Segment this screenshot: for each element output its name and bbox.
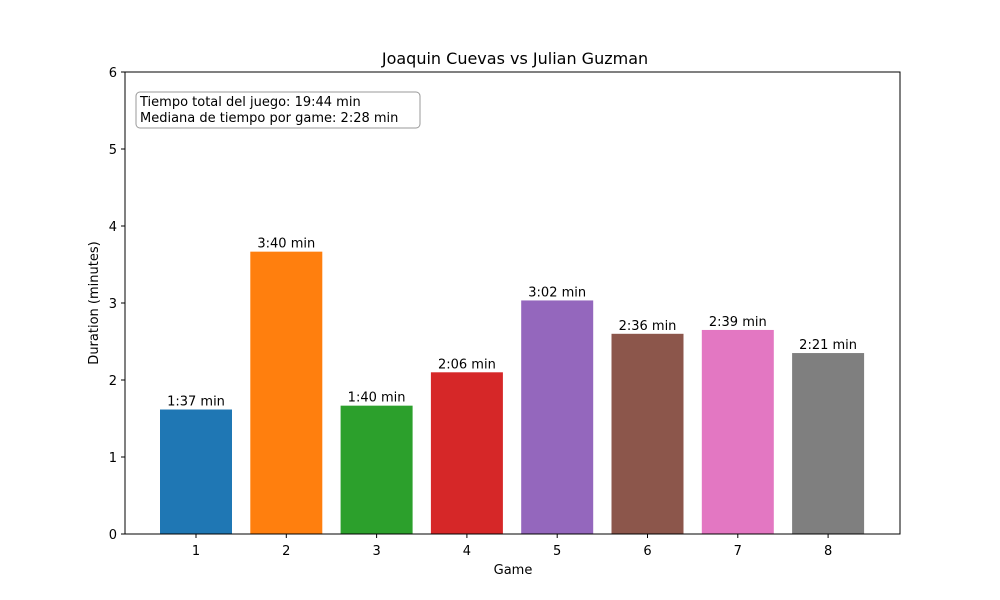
bar-labels-group: 1:37 min 3:40 min 1:40 min 2:06 min 3:02 min…: [167, 237, 857, 410]
bar-game-8: [792, 353, 865, 534]
summary-median-time: Mediana de tiempo por game: 2:28 min: [140, 111, 398, 126]
bar-value-label: 2:36 min: [619, 319, 677, 334]
bar-game-6: [611, 333, 684, 534]
x-tick-label: 5: [553, 544, 561, 559]
summary-annotation: Tiempo total del juego: 19:44 min Median…: [135, 91, 421, 129]
bar-game-1: [160, 409, 232, 534]
x-axis-label: Game: [494, 563, 533, 578]
y-tick-label: 3: [109, 297, 117, 312]
summary-box: [135, 91, 421, 129]
summary-total-time: Tiempo total del juego: 19:44 min: [139, 95, 361, 110]
bar-game-4: [430, 372, 503, 534]
x-tick-label: 2: [282, 544, 290, 559]
bar-game-3: [340, 405, 413, 534]
x-tick-label: 1: [192, 544, 200, 559]
y-tick-label: 1: [109, 451, 117, 466]
bars-group: [160, 251, 865, 534]
bar-value-label: 2:39 min: [709, 315, 767, 330]
y-axis-ticks: 0 1 2 3 4 5 6: [109, 66, 125, 543]
y-tick-label: 4: [109, 220, 117, 235]
bar-value-label: 1:40 min: [348, 391, 406, 406]
plot-background: [125, 72, 900, 534]
bar-game-2: [250, 251, 323, 534]
x-tick-label: 8: [824, 544, 832, 559]
y-tick-label: 5: [109, 143, 117, 158]
x-axis-ticks: 1 2 3 4 5 6 7 8: [192, 534, 832, 559]
x-tick-label: 3: [372, 544, 380, 559]
bar-game-7: [701, 329, 774, 534]
plot-border: [124, 71, 901, 535]
bar-value-label: 1:37 min: [167, 395, 225, 410]
bar-game-5: [521, 300, 594, 534]
bar-value-label: 2:06 min: [438, 357, 496, 372]
x-tick-label: 4: [463, 544, 471, 559]
y-tick-label: 2: [109, 374, 117, 389]
bar-value-label: 3:40 min: [257, 237, 315, 252]
x-tick-label: 7: [734, 544, 742, 559]
plot-area: 1:37 min 3:40 min 1:40 min 2:06 min 3:02 min…: [109, 66, 901, 559]
y-tick-label: 0: [109, 528, 117, 543]
chart-title: Joaquin Cuevas vs Julian Guzman: [381, 49, 648, 68]
x-tick-label: 6: [643, 544, 651, 559]
bar-value-label: 3:02 min: [528, 285, 586, 300]
y-axis-label: Duration (minutes): [87, 241, 102, 364]
bar-value-label: 2:21 min: [799, 338, 857, 353]
y-tick-label: 6: [109, 66, 117, 81]
